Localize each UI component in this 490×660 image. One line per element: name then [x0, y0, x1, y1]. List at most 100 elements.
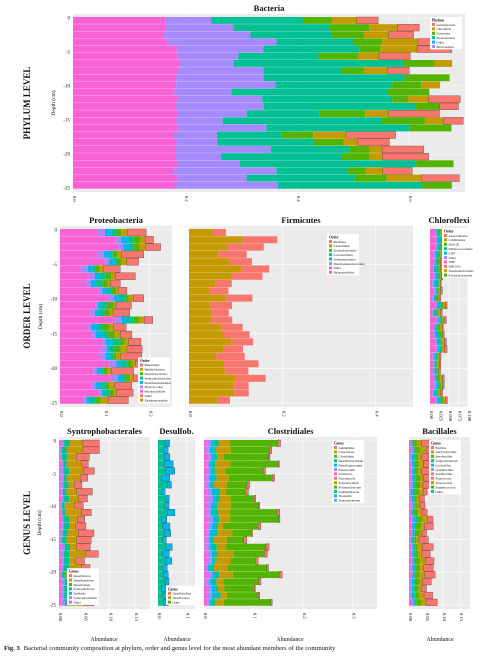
bar-segment: [59, 536, 61, 544]
bar-segment: [435, 374, 437, 382]
bar-segment: [116, 389, 134, 397]
bar-segment: [275, 81, 393, 89]
bar-segment: [435, 272, 438, 280]
bar-segment: [73, 52, 177, 60]
bar-segment: [223, 331, 250, 339]
bar-segment: [207, 523, 212, 530]
bar-segment: [61, 502, 65, 509]
bar-segment: [63, 495, 70, 502]
bar-segment: [167, 481, 172, 489]
bar-segment: [204, 564, 206, 572]
bar-segment: [436, 265, 439, 273]
bar-segment: [433, 272, 436, 280]
bar-segment: [163, 502, 170, 510]
bar-segment: [345, 131, 396, 139]
bar-segment: [414, 599, 417, 606]
bar-segment: [415, 557, 421, 565]
bar-segment: [435, 287, 437, 295]
legend-entry: Brevibacillus: [436, 455, 454, 459]
bar-segment: [427, 515, 434, 523]
bar-segment: [113, 352, 117, 360]
bar-segment: [421, 81, 441, 89]
bar-segment: [439, 345, 442, 353]
x-tick-label: 0.2: [281, 411, 286, 417]
bar-segment: [113, 301, 117, 309]
bar-segment: [176, 52, 239, 60]
bar-segment: [433, 323, 436, 331]
bar-segment: [163, 460, 174, 468]
bar-segment: [354, 174, 387, 182]
bar-segment: [430, 236, 436, 244]
bar-segment: [409, 592, 411, 599]
row-label: ORDER LEVEL: [22, 283, 32, 348]
bar-segment: [114, 389, 117, 397]
bar-segment: [409, 440, 411, 447]
bar-segment: [435, 243, 438, 251]
bar-segment: [189, 301, 211, 309]
bar-segment: [60, 502, 62, 509]
bar-segment: [204, 460, 207, 468]
legend-entry: Xanthomonadales: [145, 398, 169, 402]
bar-segment: [158, 488, 162, 496]
bar-segment: [269, 446, 272, 454]
bar-segment: [69, 543, 77, 551]
bar-segment: [118, 294, 126, 302]
panel-title: Bacteria: [254, 3, 285, 13]
bar-segment: [411, 592, 414, 599]
bar-segment: [313, 131, 346, 139]
legend-entry: Proteiniclasticum: [339, 485, 362, 489]
bar-segment: [225, 467, 264, 475]
legend-entry: Firmicutes: [437, 32, 451, 36]
bar-segment: [438, 367, 441, 375]
legend-swatch: [444, 264, 447, 268]
bar-segment: [73, 38, 168, 46]
bar-segment: [440, 279, 442, 288]
bar-segment: [158, 557, 166, 565]
bar-segment: [92, 331, 96, 339]
bar-segment: [329, 24, 370, 32]
bar-segment: [205, 481, 210, 489]
legend-entry: Other: [436, 490, 444, 494]
legend-title: Genus: [334, 442, 344, 446]
bar-segment: [209, 578, 215, 585]
bar-segment: [158, 481, 168, 489]
bar-segment: [430, 396, 436, 404]
bar-segment: [99, 389, 103, 397]
bar-segment: [436, 331, 440, 339]
bar-segment: [97, 301, 101, 309]
legend-entry: Natronincola: [339, 477, 356, 481]
bar-segment: [63, 467, 70, 475]
bar-segment: [410, 529, 413, 537]
bar-segment: [219, 488, 226, 496]
bar-segment: [440, 389, 443, 397]
bar-segment: [414, 578, 420, 585]
bar-segment: [434, 360, 436, 368]
bar-segment: [414, 446, 416, 454]
bar-segment: [404, 74, 450, 82]
legend: GenusAlkaliphilusCaloramatorClostridiumD…: [332, 440, 364, 504]
bar-segment: [189, 243, 228, 251]
bar-segment: [426, 598, 438, 606]
x-tick-label: 0.2: [302, 613, 307, 619]
bar-segment: [204, 578, 206, 585]
bar-segment: [230, 495, 255, 502]
bar-segment: [436, 338, 440, 346]
bar-segment: [415, 502, 418, 509]
bar-segment: [409, 460, 411, 468]
bar-segment: [204, 446, 207, 454]
bar-segment: [62, 523, 64, 530]
bar-segment: [409, 453, 410, 461]
bar-segment: [430, 338, 436, 346]
bar-segment: [444, 338, 447, 346]
legend-entry: Lactobacillales: [334, 253, 354, 257]
bar-segment: [132, 360, 136, 368]
bar-segment: [408, 95, 429, 103]
x-tick-label: 0.0: [59, 411, 64, 417]
bar-segment: [211, 523, 216, 530]
bar-segment: [212, 467, 215, 475]
bar-segment: [438, 236, 442, 244]
bar-segment: [204, 599, 208, 606]
panel-proteobacteria: 0.0 0.1 0.2 Proteobacteria OrderRhizobialesB…: [59, 215, 172, 417]
bar-segment: [106, 287, 112, 295]
bar-segment: [114, 258, 119, 266]
